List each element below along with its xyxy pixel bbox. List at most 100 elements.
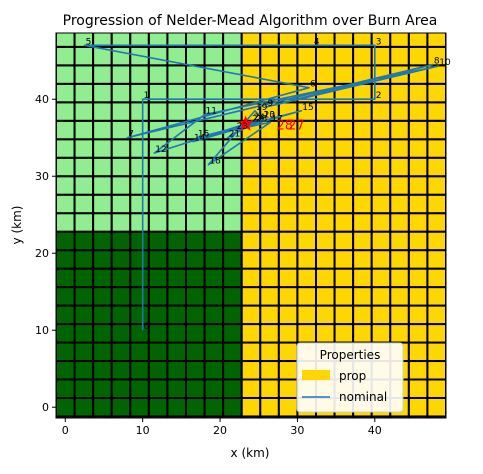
grid-cell [203, 175, 225, 196]
point-label: 0 [144, 322, 150, 332]
grid-cell [389, 193, 410, 215]
grid-cell [185, 396, 206, 418]
grid-cell [389, 304, 410, 326]
grid-cell [56, 82, 76, 104]
grid-cell [110, 64, 132, 85]
y-tick-label: 10 [35, 324, 49, 337]
grid-cell [240, 156, 262, 178]
grid-cell [56, 175, 76, 196]
grid-cell [92, 396, 113, 418]
grid-cell [277, 304, 299, 326]
grid-cell [389, 45, 410, 67]
grid-cell [129, 64, 150, 85]
grid-cell [147, 193, 169, 215]
grid-cell [389, 156, 410, 178]
grid-cell [333, 119, 355, 141]
grid-cell [185, 156, 206, 178]
grid-cell [407, 267, 429, 289]
grid-cell [240, 230, 262, 252]
grid-cell [73, 193, 95, 215]
grid-cell [147, 267, 169, 289]
grid-cell [203, 249, 225, 270]
grid-cell [185, 33, 206, 48]
grid-cell [407, 45, 429, 67]
grid-cell [203, 378, 225, 399]
grid-cell [56, 323, 76, 344]
x-tick-label: 0 [62, 424, 69, 437]
grid-cell [56, 230, 76, 252]
grid-cell [296, 193, 317, 215]
point-label: 23 [237, 122, 248, 132]
grid-cell [73, 341, 95, 363]
grid-cell [426, 396, 446, 418]
grid-cell [166, 396, 188, 418]
grid-cell [203, 341, 225, 363]
y-axis-label: y (km) [10, 206, 24, 245]
grid-cell [222, 175, 243, 196]
point-label: 16 [198, 130, 210, 140]
grid-cell [147, 175, 169, 196]
grid-cell [185, 267, 206, 289]
grid-cell [370, 175, 392, 196]
grid-cell [370, 138, 392, 159]
grid-cell [426, 323, 446, 344]
grid-cell [389, 175, 410, 196]
grid-cell [129, 378, 150, 399]
grid-cell [110, 175, 132, 196]
grid-cell [259, 396, 280, 418]
grid-cell [389, 323, 410, 344]
grid-cell [407, 396, 429, 418]
grid-cell [92, 33, 113, 48]
grid-cell [147, 156, 169, 178]
grid-cell [73, 82, 95, 104]
grid-cell [110, 33, 132, 48]
grid-cell [240, 33, 262, 48]
grid-cell [166, 175, 188, 196]
grid-cell [203, 396, 225, 418]
grid-cell [240, 212, 262, 233]
grid-cell [166, 212, 188, 233]
grid-cell [426, 378, 446, 399]
grid-cell [296, 304, 317, 326]
grid-cell [92, 193, 113, 215]
grid-cell [56, 193, 76, 215]
grid-cell [73, 212, 95, 233]
grid-cell [110, 45, 132, 67]
grid-cell [277, 175, 299, 196]
grid-cell [110, 193, 132, 215]
grid-cell [92, 230, 113, 252]
point-label: 2 [376, 91, 382, 101]
grid-cell [315, 267, 336, 289]
x-tick-label: 40 [368, 424, 382, 437]
grid-cell [352, 212, 373, 233]
grid-cell [407, 156, 429, 178]
legend-nominal-label: nominal [339, 390, 387, 404]
grid-cell [426, 33, 446, 48]
grid-cell [407, 193, 429, 215]
legend-prop-swatch [302, 370, 330, 380]
grid-cell [166, 378, 188, 399]
grid-cell [73, 304, 95, 326]
grid-cell [296, 45, 317, 67]
point-label: 21 [229, 130, 240, 140]
grid-cell [73, 156, 95, 178]
grid-cell [426, 82, 446, 104]
grid-cell [259, 212, 280, 233]
grid-cell [352, 230, 373, 252]
grid-cell [56, 267, 76, 289]
grid-cell [315, 323, 336, 344]
grid-cell [129, 101, 150, 122]
grid-cell [315, 119, 336, 141]
grid-cell [296, 138, 317, 159]
grid-cell [185, 341, 206, 363]
grid-cell [203, 212, 225, 233]
grid-cell [56, 45, 76, 67]
grid-cell [147, 396, 169, 418]
grid-cell [147, 323, 169, 344]
grid-cell [73, 360, 95, 381]
grid-cell [259, 33, 280, 48]
grid-cell [240, 45, 262, 67]
grid-cell [315, 286, 336, 307]
grid-cell [92, 249, 113, 270]
